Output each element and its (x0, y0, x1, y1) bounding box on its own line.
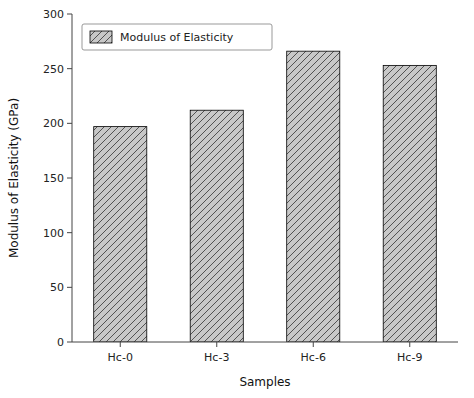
y-tick-label: 150 (43, 172, 64, 185)
y-tick (67, 68, 72, 69)
x-tick-label: Hc-9 (397, 351, 422, 364)
y-tick (67, 14, 72, 15)
legend-box (82, 24, 272, 50)
chart: 0 50 100 150 200 250 300 Hc-0 Hc-3 Hc-6 Hc-9 Sample… (0, 0, 474, 398)
x-tick-label: Hc-3 (204, 351, 229, 364)
bar (287, 51, 340, 342)
y-tick-label: 50 (50, 281, 64, 294)
x-tick (313, 342, 314, 347)
bar (190, 110, 243, 342)
bars (94, 51, 437, 342)
chart-container: 0 50 100 150 200 250 300 Hc-0 Hc-3 Hc-6 Hc-9 Sample… (0, 0, 474, 398)
legend: Modulus of Elasticity (82, 24, 272, 50)
x-tick (409, 342, 410, 347)
y-tick (67, 287, 72, 288)
bar (94, 127, 147, 342)
x-tick (216, 342, 217, 347)
x-tick (120, 342, 121, 347)
y-tick-label: 300 (43, 8, 64, 21)
legend-label: Modulus of Elasticity (120, 31, 234, 44)
y-tick-label: 0 (57, 336, 64, 349)
y-tick (67, 232, 72, 233)
y-tick-label: 200 (43, 117, 64, 130)
x-axis-line (72, 342, 458, 343)
x-tick-label: Hc-6 (301, 351, 326, 364)
y-axis-label: Modulus of Elasticity (GPa) (7, 98, 21, 258)
bar (383, 65, 436, 342)
y-tick-label: 250 (43, 63, 64, 76)
x-tick-label: Hc-0 (108, 351, 133, 364)
plot-area (72, 14, 458, 342)
x-axis-label: Samples (239, 375, 290, 389)
y-tick (67, 123, 72, 124)
y-tick (67, 342, 72, 343)
legend-swatch (90, 31, 112, 43)
y-tick-label: 100 (43, 227, 64, 240)
y-tick (67, 178, 72, 179)
